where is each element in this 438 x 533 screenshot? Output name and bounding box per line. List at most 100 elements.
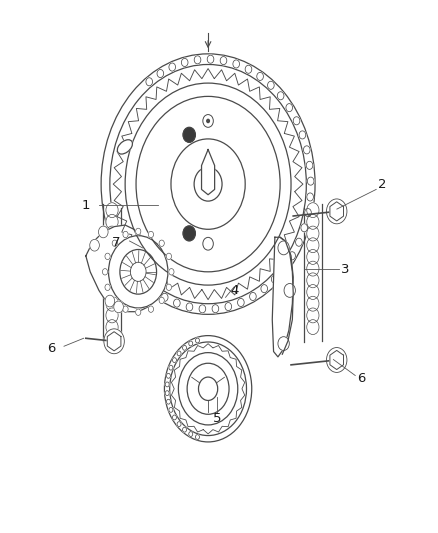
Circle shape <box>157 69 164 78</box>
Circle shape <box>183 427 187 432</box>
Text: 6: 6 <box>47 342 55 356</box>
Circle shape <box>112 240 117 246</box>
Circle shape <box>189 341 193 346</box>
Circle shape <box>102 269 108 275</box>
Circle shape <box>162 293 168 301</box>
Circle shape <box>307 320 319 335</box>
Circle shape <box>106 296 118 311</box>
Circle shape <box>177 351 181 356</box>
Polygon shape <box>330 202 343 221</box>
Circle shape <box>112 297 117 304</box>
Polygon shape <box>330 350 343 369</box>
Circle shape <box>109 236 168 308</box>
Circle shape <box>105 284 110 290</box>
Text: 1: 1 <box>81 199 90 212</box>
Circle shape <box>173 299 180 307</box>
Circle shape <box>165 391 169 395</box>
Circle shape <box>220 56 227 64</box>
Circle shape <box>104 329 124 354</box>
Circle shape <box>148 306 154 312</box>
Circle shape <box>307 273 319 288</box>
Circle shape <box>307 249 319 264</box>
Circle shape <box>195 338 199 343</box>
Text: 6: 6 <box>357 372 365 385</box>
Text: 7: 7 <box>112 236 120 249</box>
Circle shape <box>307 226 319 241</box>
Circle shape <box>105 295 115 307</box>
Circle shape <box>225 303 232 311</box>
Circle shape <box>166 399 170 404</box>
Circle shape <box>207 119 209 123</box>
Circle shape <box>289 252 296 260</box>
Ellipse shape <box>117 140 132 154</box>
Circle shape <box>189 432 193 437</box>
Text: 4: 4 <box>230 284 238 297</box>
Circle shape <box>307 203 319 217</box>
Circle shape <box>106 320 118 335</box>
Circle shape <box>307 285 319 300</box>
Circle shape <box>304 146 310 154</box>
Text: 2: 2 <box>378 177 387 191</box>
Text: 3: 3 <box>341 263 350 276</box>
Circle shape <box>284 284 295 297</box>
Circle shape <box>136 309 141 316</box>
Circle shape <box>166 374 170 378</box>
Circle shape <box>307 193 314 201</box>
Circle shape <box>165 382 169 387</box>
Circle shape <box>307 261 319 276</box>
Circle shape <box>123 306 128 312</box>
Circle shape <box>159 297 164 304</box>
Circle shape <box>106 203 118 217</box>
Circle shape <box>136 228 141 235</box>
Circle shape <box>299 131 306 139</box>
Circle shape <box>277 92 284 100</box>
Circle shape <box>186 303 193 311</box>
Circle shape <box>125 83 291 285</box>
Circle shape <box>268 81 274 90</box>
Circle shape <box>307 214 319 229</box>
Circle shape <box>307 296 319 311</box>
Circle shape <box>326 348 347 373</box>
Polygon shape <box>201 150 215 195</box>
Circle shape <box>106 285 118 300</box>
Circle shape <box>250 293 256 301</box>
Circle shape <box>106 226 118 241</box>
Polygon shape <box>107 332 121 351</box>
Circle shape <box>177 422 181 426</box>
Circle shape <box>166 284 172 290</box>
Circle shape <box>305 208 311 216</box>
Circle shape <box>278 241 289 255</box>
Circle shape <box>183 345 187 350</box>
Circle shape <box>106 273 118 288</box>
Circle shape <box>286 103 293 112</box>
Circle shape <box>114 301 124 313</box>
Circle shape <box>105 253 110 260</box>
Polygon shape <box>86 225 160 312</box>
Circle shape <box>195 434 199 440</box>
Circle shape <box>203 115 213 127</box>
Circle shape <box>106 238 118 253</box>
Circle shape <box>271 275 278 283</box>
Circle shape <box>281 264 287 272</box>
Circle shape <box>233 60 240 68</box>
Circle shape <box>278 337 289 351</box>
Circle shape <box>261 285 268 293</box>
Circle shape <box>169 63 176 71</box>
Circle shape <box>99 226 108 238</box>
Circle shape <box>301 224 307 232</box>
Circle shape <box>183 226 195 241</box>
Circle shape <box>169 365 173 370</box>
Circle shape <box>307 238 319 253</box>
Circle shape <box>169 407 173 413</box>
Circle shape <box>245 65 252 74</box>
Polygon shape <box>272 237 293 357</box>
Circle shape <box>106 308 118 323</box>
Circle shape <box>183 127 195 142</box>
Circle shape <box>148 231 154 238</box>
Circle shape <box>194 56 201 64</box>
Circle shape <box>307 177 314 185</box>
Circle shape <box>178 353 238 425</box>
Circle shape <box>181 59 188 67</box>
Circle shape <box>123 231 128 238</box>
Circle shape <box>106 261 118 276</box>
